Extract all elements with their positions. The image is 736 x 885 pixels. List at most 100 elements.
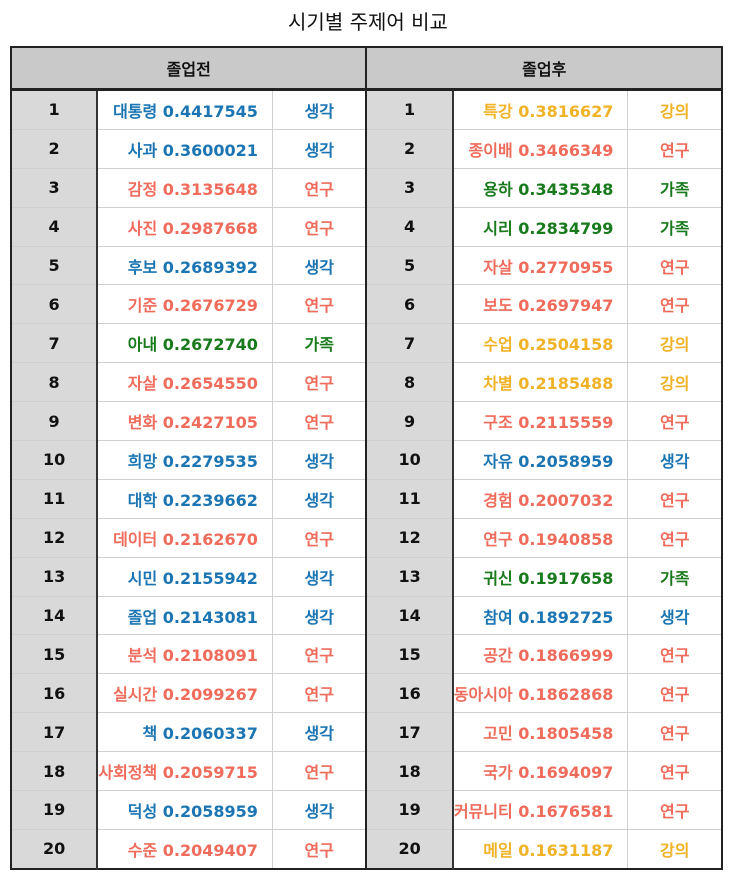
before-keyword-cell: 대학 0.2239662 <box>97 479 273 519</box>
before-category-cell: 연구 <box>272 634 368 675</box>
after-category-cell: 연구 <box>627 479 722 519</box>
before-rank-cell: 17 <box>11 712 99 753</box>
after-category-cell: 연구 <box>627 246 722 286</box>
table-row: 6 기준 0.2676729 연구 6 보도 0.2697947 연구 <box>11 284 722 325</box>
table-row: 2 사과 0.3600021 생각 2 종이배 0.3466349 연구 <box>11 129 722 169</box>
after-rank-cell: 15 <box>366 634 454 675</box>
after-keyword-cell: 특강 0.3816627 <box>452 89 629 130</box>
after-category-cell: 연구 <box>627 284 722 325</box>
before-keyword-cell: 아내 0.2672740 <box>97 323 273 364</box>
after-rank-cell: 14 <box>366 596 454 636</box>
after-rank-cell: 13 <box>366 557 454 597</box>
before-keyword-cell: 사과 0.3600021 <box>97 129 273 169</box>
after-keyword-cell: 경험 0.2007032 <box>452 479 629 519</box>
before-keyword-cell: 덕성 0.2058959 <box>97 790 273 830</box>
before-rank-cell: 1 <box>11 89 99 130</box>
before-category-cell: 생각 <box>272 89 368 130</box>
after-rank-cell: 17 <box>366 712 454 753</box>
after-keyword-cell: 공간 0.1866999 <box>452 634 629 675</box>
header-before: 졸업전 <box>11 47 368 91</box>
before-keyword-cell: 사진 0.2987668 <box>97 207 273 247</box>
after-category-cell: 연구 <box>627 673 722 714</box>
header-row: 졸업전 졸업후 <box>11 47 722 91</box>
before-category-cell: 생각 <box>272 246 368 286</box>
before-keyword-cell: 졸업 0.2143081 <box>97 596 273 636</box>
before-category-cell: 연구 <box>272 673 368 714</box>
table-row: 7 아내 0.2672740 가족 7 수업 0.2504158 강의 <box>11 323 722 364</box>
before-rank-cell: 14 <box>11 596 99 636</box>
before-category-cell: 생각 <box>272 440 368 480</box>
after-rank-cell: 6 <box>366 284 454 325</box>
before-category-cell: 생각 <box>272 479 368 519</box>
after-keyword-cell: 구조 0.2115559 <box>452 401 629 442</box>
before-rank-cell: 11 <box>11 479 99 519</box>
before-keyword-cell: 희망 0.2279535 <box>97 440 273 480</box>
after-keyword-cell: 참여 0.1892725 <box>452 596 629 636</box>
before-keyword-cell: 사회정책 0.2059715 <box>97 751 273 792</box>
after-rank-cell: 19 <box>366 790 454 830</box>
after-category-cell: 강의 <box>627 829 722 870</box>
after-rank-cell: 3 <box>366 168 454 208</box>
after-keyword-cell: 종이배 0.3466349 <box>452 129 629 169</box>
before-keyword-cell: 대통령 0.4417545 <box>97 89 273 130</box>
after-keyword-cell: 용하 0.3435348 <box>452 168 629 208</box>
table-row: 15 분석 0.2108091 연구 15 공간 0.1866999 연구 <box>11 634 722 675</box>
after-rank-cell: 20 <box>366 829 454 870</box>
before-keyword-cell: 후보 0.2689392 <box>97 246 273 286</box>
before-keyword-cell: 기준 0.2676729 <box>97 284 273 325</box>
table-row: 14 졸업 0.2143081 생각 14 참여 0.1892725 생각 <box>11 596 722 636</box>
table-row: 4 사진 0.2987668 연구 4 시리 0.2834799 가족 <box>11 207 722 247</box>
page-title: 시기별 주제어 비교 <box>288 10 448 34</box>
after-category-cell: 강의 <box>627 89 722 130</box>
table-row: 11 대학 0.2239662 생각 11 경험 0.2007032 연구 <box>11 479 722 519</box>
table-row: 20 수준 0.2049407 연구 20 메일 0.1631187 강의 <box>11 829 722 870</box>
before-rank-cell: 20 <box>11 829 99 870</box>
before-rank-cell: 8 <box>11 362 99 403</box>
after-keyword-cell: 연구 0.1940858 <box>452 518 629 558</box>
before-category-cell: 생각 <box>272 790 368 830</box>
after-keyword-cell: 자살 0.2770955 <box>452 246 629 286</box>
table-row: 18 사회정책 0.2059715 연구 18 국가 0.1694097 연구 <box>11 751 722 792</box>
after-rank-cell: 7 <box>366 323 454 364</box>
table-row: 19 덕성 0.2058959 생각 19 커뮤니티 0.1676581 연구 <box>11 790 722 830</box>
after-category-cell: 생각 <box>627 440 722 480</box>
before-rank-cell: 4 <box>11 207 99 247</box>
after-category-cell: 강의 <box>627 323 722 364</box>
after-category-cell: 강의 <box>627 362 722 403</box>
before-keyword-cell: 실시간 0.2099267 <box>97 673 273 714</box>
after-rank-cell: 11 <box>366 479 454 519</box>
after-category-cell: 가족 <box>627 207 722 247</box>
before-keyword-cell: 변화 0.2427105 <box>97 401 273 442</box>
before-keyword-cell: 분석 0.2108091 <box>97 634 273 675</box>
after-keyword-cell: 시리 0.2834799 <box>452 207 629 247</box>
after-category-cell: 생각 <box>627 596 722 636</box>
before-keyword-cell: 시민 0.2155942 <box>97 557 273 597</box>
after-category-cell: 가족 <box>627 557 722 597</box>
before-rank-cell: 7 <box>11 323 99 364</box>
before-category-cell: 연구 <box>272 284 368 325</box>
after-keyword-cell: 자유 0.2058959 <box>452 440 629 480</box>
table-row: 1 대통령 0.4417545 생각 1 특강 0.3816627 강의 <box>11 89 722 130</box>
before-keyword-cell: 자살 0.2654550 <box>97 362 273 403</box>
after-category-cell: 연구 <box>627 790 722 830</box>
before-category-cell: 연구 <box>272 829 368 870</box>
before-rank-cell: 6 <box>11 284 99 325</box>
after-keyword-cell: 동아시아 0.1862868 <box>452 673 629 714</box>
before-rank-cell: 10 <box>11 440 99 480</box>
before-rank-cell: 15 <box>11 634 99 675</box>
table-row: 5 후보 0.2689392 생각 5 자살 0.2770955 연구 <box>11 246 722 286</box>
after-rank-cell: 10 <box>366 440 454 480</box>
before-rank-cell: 2 <box>11 129 99 169</box>
before-rank-cell: 12 <box>11 518 99 558</box>
header-after: 졸업후 <box>366 47 722 91</box>
before-rank-cell: 3 <box>11 168 99 208</box>
before-keyword-cell: 책 0.2060337 <box>97 712 273 753</box>
after-keyword-cell: 국가 0.1694097 <box>452 751 629 792</box>
before-keyword-cell: 수준 0.2049407 <box>97 829 273 870</box>
after-keyword-cell: 수업 0.2504158 <box>452 323 629 364</box>
after-category-cell: 연구 <box>627 712 722 753</box>
before-category-cell: 연구 <box>272 751 368 792</box>
before-rank-cell: 5 <box>11 246 99 286</box>
table-row: 12 데이터 0.2162670 연구 12 연구 0.1940858 연구 <box>11 518 722 558</box>
before-category-cell: 생각 <box>272 557 368 597</box>
